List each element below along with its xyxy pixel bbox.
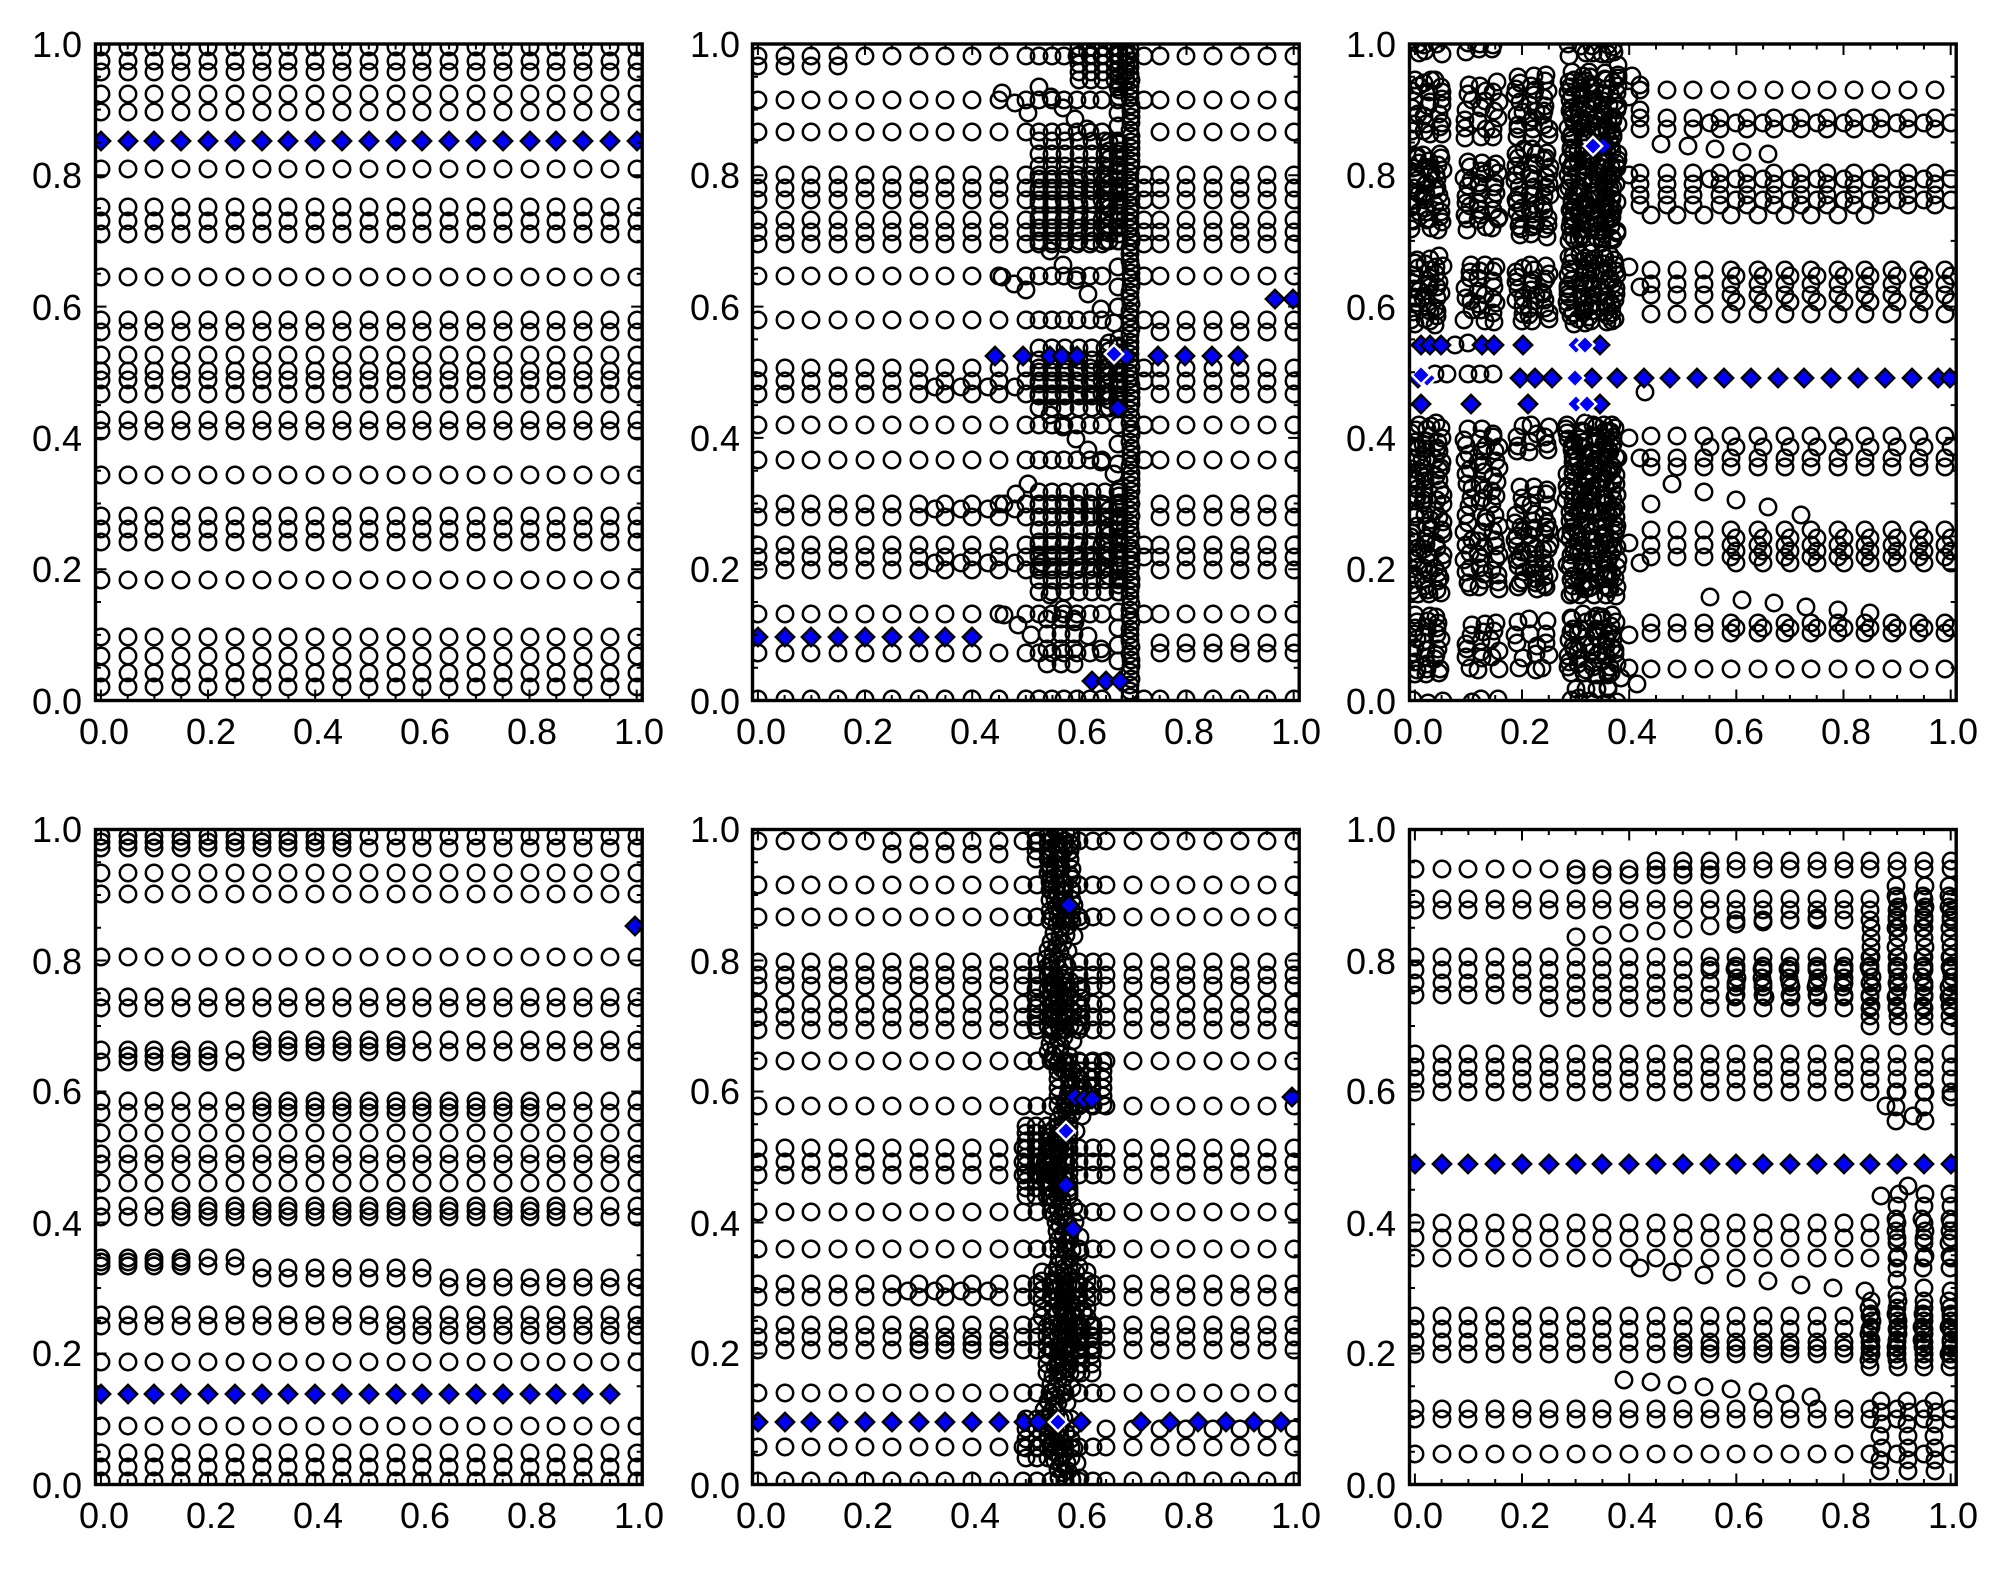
svg-text:0.6: 0.6 — [1714, 711, 1764, 752]
svg-text:0.4: 0.4 — [32, 1203, 82, 1244]
svg-text:0.6: 0.6 — [32, 1071, 82, 1112]
svg-text:1.0: 1.0 — [1271, 1495, 1321, 1536]
svg-text:0.2: 0.2 — [32, 549, 82, 590]
svg-text:1.0: 1.0 — [1271, 711, 1321, 752]
svg-text:1.0: 1.0 — [690, 809, 740, 850]
svg-text:0.0: 0.0 — [690, 681, 740, 722]
svg-text:1.0: 1.0 — [1928, 711, 1978, 752]
svg-text:0.4: 0.4 — [690, 1203, 740, 1244]
svg-text:0.6: 0.6 — [32, 287, 82, 328]
svg-text:0.0: 0.0 — [736, 711, 786, 752]
svg-text:0.2: 0.2 — [186, 1495, 236, 1536]
svg-text:0.2: 0.2 — [186, 711, 236, 752]
svg-text:0.2: 0.2 — [1500, 711, 1550, 752]
svg-text:0.0: 0.0 — [32, 1465, 82, 1506]
svg-text:0.4: 0.4 — [950, 1495, 1000, 1536]
svg-text:0.4: 0.4 — [32, 418, 82, 459]
svg-text:0.4: 0.4 — [293, 1495, 343, 1536]
svg-text:0.2: 0.2 — [32, 1333, 82, 1374]
svg-text:0.8: 0.8 — [1346, 155, 1396, 196]
svg-text:0.2: 0.2 — [843, 711, 893, 752]
svg-text:0.6: 0.6 — [1346, 287, 1396, 328]
svg-text:0.6: 0.6 — [400, 711, 450, 752]
svg-text:0.0: 0.0 — [32, 681, 82, 722]
svg-text:0.2: 0.2 — [690, 549, 740, 590]
svg-text:0.4: 0.4 — [293, 711, 343, 752]
svg-text:0.8: 0.8 — [507, 1495, 557, 1536]
svg-text:0.8: 0.8 — [1821, 711, 1871, 752]
svg-text:1.0: 1.0 — [614, 1495, 664, 1536]
svg-text:0.8: 0.8 — [32, 155, 82, 196]
svg-text:0.6: 0.6 — [1057, 711, 1107, 752]
svg-text:0.4: 0.4 — [950, 711, 1000, 752]
svg-text:0.4: 0.4 — [1607, 711, 1657, 752]
svg-text:1.0: 1.0 — [32, 24, 82, 65]
svg-text:0.0: 0.0 — [1393, 711, 1443, 752]
svg-text:0.8: 0.8 — [690, 941, 740, 982]
svg-text:0.0: 0.0 — [79, 711, 129, 752]
svg-text:0.0: 0.0 — [79, 1495, 129, 1536]
svg-text:0.2: 0.2 — [690, 1333, 740, 1374]
svg-text:0.0: 0.0 — [1346, 681, 1396, 722]
svg-text:0.0: 0.0 — [736, 1495, 786, 1536]
svg-text:1.0: 1.0 — [690, 24, 740, 65]
svg-text:0.2: 0.2 — [843, 1495, 893, 1536]
svg-text:0.8: 0.8 — [690, 155, 740, 196]
svg-text:1.0: 1.0 — [614, 711, 664, 752]
svg-text:0.8: 0.8 — [1164, 1495, 1214, 1536]
svg-text:0.4: 0.4 — [690, 418, 740, 459]
svg-text:0.6: 0.6 — [400, 1495, 450, 1536]
svg-text:0.0: 0.0 — [690, 1465, 740, 1506]
svg-text:1.0: 1.0 — [1346, 24, 1396, 65]
svg-text:0.8: 0.8 — [507, 711, 557, 752]
svg-text:0.4: 0.4 — [1346, 418, 1396, 459]
svg-text:0.8: 0.8 — [32, 941, 82, 982]
svg-text:0.6: 0.6 — [690, 1071, 740, 1112]
svg-text:0.2: 0.2 — [1346, 549, 1396, 590]
svg-text:0.6: 0.6 — [690, 287, 740, 328]
svg-text:0.6: 0.6 — [1057, 1495, 1107, 1536]
svg-text:1.0: 1.0 — [32, 809, 82, 850]
svg-text:0.8: 0.8 — [1164, 711, 1214, 752]
